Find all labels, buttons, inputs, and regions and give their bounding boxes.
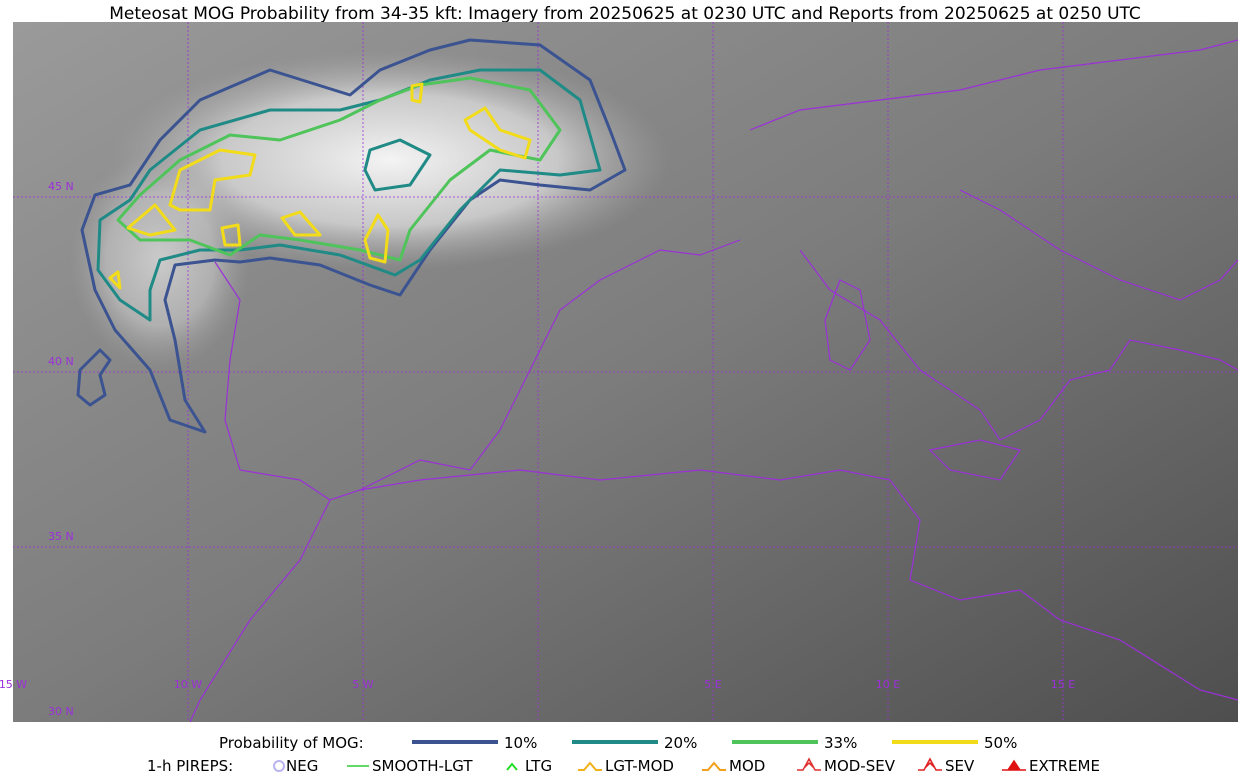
legend-label: 20% bbox=[664, 734, 697, 752]
map: 45 N 40 N 35 N 30 N 15 W 10 W 5 W 5 E 10 E 15 E bbox=[0, 22, 1239, 723]
coastline bbox=[959, 189, 1239, 301]
contour-50 bbox=[220, 223, 242, 247]
coastline bbox=[359, 469, 1239, 701]
coastline bbox=[189, 499, 331, 723]
title: Meteosat MOG Probability from 34-35 kft:… bbox=[109, 4, 1141, 24]
lat-label: 45 N bbox=[48, 180, 74, 193]
legend-label: MOD-SEV bbox=[824, 757, 896, 775]
legend-label: MOD bbox=[729, 757, 765, 775]
legend-label: LTG bbox=[525, 757, 552, 775]
lon-label: 5 W bbox=[352, 678, 373, 691]
contour-20 bbox=[363, 138, 432, 192]
legend-label: EXTREME bbox=[1029, 757, 1100, 775]
lat-label: 30 N bbox=[48, 705, 74, 718]
contour-50 bbox=[168, 148, 257, 212]
legend-label: 50% bbox=[984, 734, 1017, 752]
legend-label: LGT-MOD bbox=[605, 757, 674, 775]
contour-50 bbox=[463, 106, 532, 160]
contour-10 bbox=[76, 348, 112, 407]
legend-label: SEV bbox=[945, 757, 975, 775]
lon-label: 15 W bbox=[0, 678, 27, 691]
contour-50 bbox=[126, 203, 177, 237]
pirep-symbol bbox=[797, 757, 821, 771]
legend-title: Probability of MOG: bbox=[219, 734, 364, 752]
lon-label: 5 E bbox=[704, 678, 721, 691]
contour-50 bbox=[280, 210, 322, 237]
pirep-symbol bbox=[918, 757, 942, 771]
pirep-symbol bbox=[1002, 759, 1026, 771]
contour-50 bbox=[108, 270, 122, 290]
coastline bbox=[799, 249, 1239, 441]
legend-label: SMOOTH-LGT bbox=[372, 757, 473, 775]
contour-50 bbox=[363, 213, 390, 264]
lon-label: 10 W bbox=[174, 678, 202, 691]
contour-20 bbox=[96, 68, 602, 322]
pirep-symbol bbox=[702, 761, 726, 771]
contours bbox=[76, 38, 627, 434]
coastline bbox=[824, 279, 871, 371]
coastline bbox=[928, 439, 1021, 481]
coastline bbox=[749, 39, 1239, 131]
pirep-symbol bbox=[578, 761, 602, 771]
pirep-symbol bbox=[273, 760, 285, 772]
contour-10 bbox=[80, 38, 627, 434]
coastline bbox=[214, 239, 741, 501]
legend-label: 33% bbox=[824, 734, 857, 752]
lon-label: 10 E bbox=[876, 678, 900, 691]
legend-label: 10% bbox=[504, 734, 537, 752]
pirep-symbol bbox=[506, 762, 518, 771]
contour-50 bbox=[410, 82, 424, 104]
lat-label: 35 N bbox=[48, 530, 74, 543]
cloud bbox=[110, 50, 670, 270]
legend-label: NEG bbox=[286, 757, 318, 775]
legend-title: 1-h PIREPS: bbox=[147, 757, 233, 775]
lat-label: 40 N bbox=[48, 355, 74, 368]
lon-label: 15 E bbox=[1051, 678, 1075, 691]
